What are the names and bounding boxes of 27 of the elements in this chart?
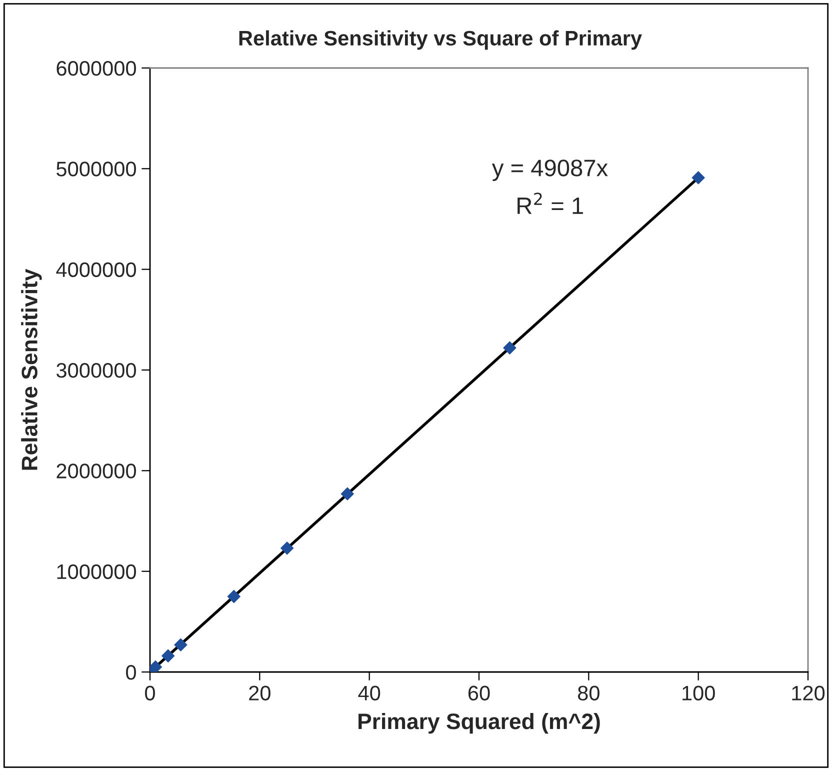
point	[692, 171, 705, 184]
y-tick-label: 0	[126, 665, 136, 680]
point	[280, 542, 294, 555]
point	[162, 649, 175, 662]
point	[227, 590, 240, 604]
y-tick-label: 3000000	[56, 363, 136, 378]
x-tick-label: 0	[145, 686, 155, 700]
x-tick-label: 120	[792, 686, 825, 700]
annotation: R$^{2}$ = 1	[518, 192, 583, 214]
annotation: y = 49087x	[492, 160, 608, 182]
y-tick-label: 1000000	[57, 564, 136, 580]
y-tick-label: 5000000	[56, 162, 136, 176]
point	[503, 341, 516, 354]
y-axis-title: Relative Sensitivity	[21, 268, 42, 470]
x-tick-label: 60	[468, 686, 490, 700]
x-tick-label: 100	[682, 686, 715, 700]
x-tick-label: 40	[358, 686, 380, 700]
point	[150, 660, 162, 672]
x-tick-label: 80	[578, 686, 600, 700]
y-tick-label: 4000000	[56, 262, 136, 278]
chart-title: Relative Sensitivity vs Square of Primary	[239, 30, 642, 50]
x-tick-label: 20	[249, 686, 270, 700]
y-tick-label: 6000000	[56, 61, 136, 76]
point	[174, 638, 188, 652]
point	[340, 487, 354, 500]
x-axis-title: Primary Squared (m^2)	[358, 712, 600, 734]
y-tick-label: 2000000	[56, 464, 136, 478]
